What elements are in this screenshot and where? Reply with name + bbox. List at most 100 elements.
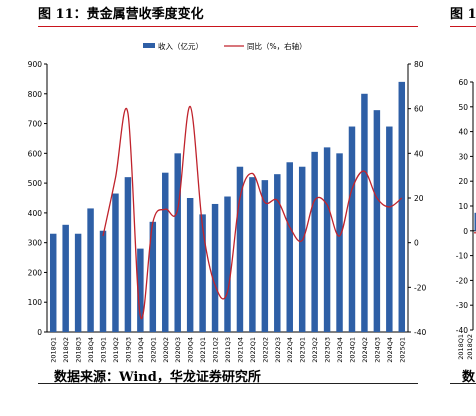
right-axis-tick-label: 80 — [414, 60, 424, 69]
title-rule — [38, 26, 418, 27]
next-figure-y-tick-label: -20 — [456, 276, 468, 285]
x-axis-tick-label: 2020Q1 — [149, 337, 157, 363]
x-axis-tick-label: 2018Q4 — [87, 337, 95, 363]
next-figure-source-rule — [450, 383, 476, 384]
x-axis-tick-label: 2022Q2 — [261, 337, 269, 363]
left-axis-tick-label: 900 — [28, 60, 43, 69]
x-axis-tick-label: 2019Q2 — [112, 337, 120, 363]
x-axis-tick-label: 2024Q1 — [348, 337, 356, 363]
x-axis-tick-label: 2023Q2 — [311, 337, 319, 363]
next-figure-y-tick-label: 0 — [463, 227, 468, 236]
next-figure-y-tick-label: -40 — [456, 326, 468, 335]
revenue-bar — [311, 151, 318, 332]
right-axis-tick-label: 40 — [414, 149, 424, 158]
x-axis-tick-label: 2022Q1 — [249, 337, 257, 363]
right-axis-tick-label: -40 — [414, 328, 426, 337]
revenue-bar — [274, 174, 281, 332]
left-axis-tick-label: 400 — [28, 209, 43, 218]
revenue-bar — [174, 153, 181, 332]
revenue-bar — [298, 166, 306, 332]
x-axis-tick-label: 2018Q1 — [50, 337, 58, 363]
revenue-bar — [49, 233, 57, 332]
figure-title: 图 11：贵金属营收季度变化 — [38, 7, 204, 22]
x-axis-tick-label: 2023Q1 — [299, 337, 307, 363]
left-axis-tick-label: 800 — [28, 90, 43, 99]
x-axis-tick-label: 2023Q4 — [336, 337, 344, 363]
x-axis-tick-label: 2024Q2 — [361, 337, 369, 363]
left-axis-tick-label: 300 — [28, 239, 43, 248]
x-axis-tick-label: 2024Q4 — [386, 337, 394, 363]
revenue-bar — [211, 203, 219, 332]
next-figure-y-tick-label: -10 — [456, 252, 468, 261]
right-axis-tick-label: 0 — [414, 239, 419, 248]
next-figure-bar-fragment — [474, 212, 476, 231]
revenue-bar — [199, 214, 206, 332]
left-axis-tick-label: 600 — [28, 149, 43, 158]
left-axis-tick-label: 100 — [28, 298, 43, 307]
revenue-bar — [348, 126, 356, 333]
x-axis-tick-label: 2025Q1 — [398, 337, 406, 363]
source-rule — [38, 383, 418, 384]
revenue-bar — [386, 126, 393, 333]
next-figure-title-fragment: 图 1 — [450, 7, 476, 22]
x-axis-tick-label: 2020Q3 — [174, 337, 182, 363]
revenue-bar — [249, 177, 256, 332]
revenue-bar — [361, 93, 368, 333]
left-axis-tick-label: 700 — [28, 120, 43, 129]
x-axis-tick-label: 2019Q3 — [124, 337, 132, 363]
next-figure-y-tick-label: 40 — [458, 128, 468, 137]
x-axis-tick-label: 2021Q2 — [212, 337, 220, 363]
x-axis-tick-label: 2020Q2 — [162, 337, 170, 363]
legend-bar-label: 收入（亿元） — [158, 41, 203, 51]
revenue-bar — [87, 208, 94, 332]
revenue-bar — [124, 177, 132, 332]
left-axis-tick-label: 200 — [28, 268, 43, 277]
revenue-bar — [186, 198, 194, 332]
x-axis-tick-label: 2019Q4 — [137, 337, 145, 363]
x-axis-tick-label: 2020Q4 — [187, 337, 195, 363]
next-figure-y-tick-label: 60 — [458, 78, 468, 87]
revenue-bar — [162, 172, 169, 332]
next-figure-y-tick-label: 30 — [458, 152, 468, 161]
revenue-bar — [373, 110, 381, 333]
right-axis-tick-label: 60 — [414, 105, 424, 114]
next-figure-source-fragment: 数 — [462, 370, 476, 385]
legend-line-label: 同比（%，右轴） — [247, 41, 307, 51]
next-figure-y-tick-label: 50 — [458, 103, 468, 112]
left-axis-tick-label: 500 — [28, 179, 43, 188]
x-axis-tick-label: 2022Q3 — [274, 337, 282, 363]
x-axis-tick-label: 2021Q4 — [236, 337, 244, 363]
x-axis-tick-label: 2021Q3 — [224, 337, 232, 363]
revenue-bar — [74, 233, 82, 332]
x-axis-tick-label: 2018Q2 — [62, 337, 70, 363]
next-figure-y-tick-label: 20 — [458, 177, 468, 186]
revenue-bar — [286, 162, 293, 332]
x-axis-tick-label: 2022Q4 — [286, 337, 294, 363]
revenue-bar — [323, 147, 331, 332]
yoy-growth-line — [102, 105, 403, 320]
revenue-bar — [261, 180, 269, 332]
revenue-bar — [99, 230, 107, 332]
revenue-bar — [112, 193, 119, 332]
revenue-chart: 0 100 200 300 400 500 600 700 800 900 -40 -20 0 20 40 6… — [28, 41, 427, 363]
legend-bar-swatch — [143, 43, 155, 48]
revenue-bar — [398, 81, 406, 332]
revenue-bar — [62, 224, 69, 332]
x-axis-tick-label: 2024Q3 — [373, 337, 381, 363]
figure-source: 数据来源：Wind，华龙证券研究所 — [54, 370, 261, 385]
revenue-bar — [336, 153, 343, 332]
x-axis-tick-label: 2023Q3 — [324, 337, 332, 363]
x-axis-tick-label: 2019Q1 — [100, 337, 108, 363]
revenue-bar — [224, 196, 231, 332]
x-axis-tick-label: 2018Q3 — [75, 337, 83, 363]
next-figure-y-tick-label: 10 — [458, 202, 468, 211]
next-figure-x-tick-label: 2018Q1 — [457, 334, 465, 360]
revenue-bar — [236, 166, 244, 332]
right-axis-tick-label: 20 — [414, 194, 424, 203]
next-figure-x-tick-label: 2018Q2 — [466, 334, 474, 360]
x-axis-tick-label: 2021Q1 — [199, 337, 207, 363]
revenue-bar — [137, 248, 144, 332]
next-figure-title-rule — [450, 26, 476, 27]
